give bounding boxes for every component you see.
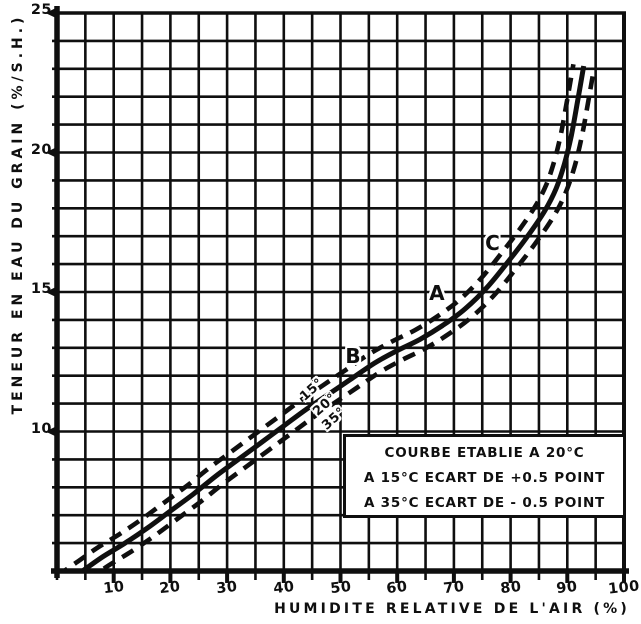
x-tick-label: 60 — [385, 578, 409, 598]
x-tick-label: 10 — [102, 578, 126, 598]
y-tick-label: 25 — [30, 2, 52, 18]
x-tick-label: 30 — [215, 578, 239, 598]
curve-point-label-C: C — [485, 231, 500, 256]
curve-15degC — [57, 63, 576, 573]
legend-line-2: A 15°C ECART DE +0.5 POINT — [363, 470, 606, 486]
legend-box: COURBE ETABLIE A 20°C A 15°C ECART DE +0… — [343, 434, 626, 518]
y-tick-mark — [45, 426, 57, 437]
curve-35degC — [93, 67, 597, 573]
y-tick-label: 15 — [30, 281, 52, 297]
x-tick-label: 20 — [159, 578, 182, 598]
x-tick-label: 70 — [442, 578, 466, 598]
y-axis-title: TENEUR EN EAU DU GRAIN (%/S.H.) — [10, 13, 26, 415]
curve-20degC — [81, 65, 587, 573]
x-tick-label: 80 — [499, 578, 522, 598]
x-tick-label: 40 — [272, 578, 296, 598]
curve-point-label-B: B — [345, 344, 361, 369]
x-tick-label: 50 — [329, 578, 352, 598]
curve-point-label-A: A — [429, 281, 445, 306]
y-tick-label: 10 — [30, 420, 52, 437]
y-tick-mark — [45, 7, 57, 19]
x-tick-label: 90 — [555, 578, 579, 598]
y-tick-mark — [45, 147, 57, 158]
y-tick-label: 20 — [30, 141, 52, 158]
x-axis-title: HUMIDITE RELATIVE DE L'AIR (%) — [274, 601, 630, 617]
y-tick-mark — [45, 286, 57, 298]
x-tick-label: 100 — [607, 578, 641, 598]
legend-line-3: A 35°C ECART DE - 0.5 POINT — [363, 495, 606, 511]
legend-line-1: COURBE ETABLIE A 20°C — [384, 445, 585, 461]
